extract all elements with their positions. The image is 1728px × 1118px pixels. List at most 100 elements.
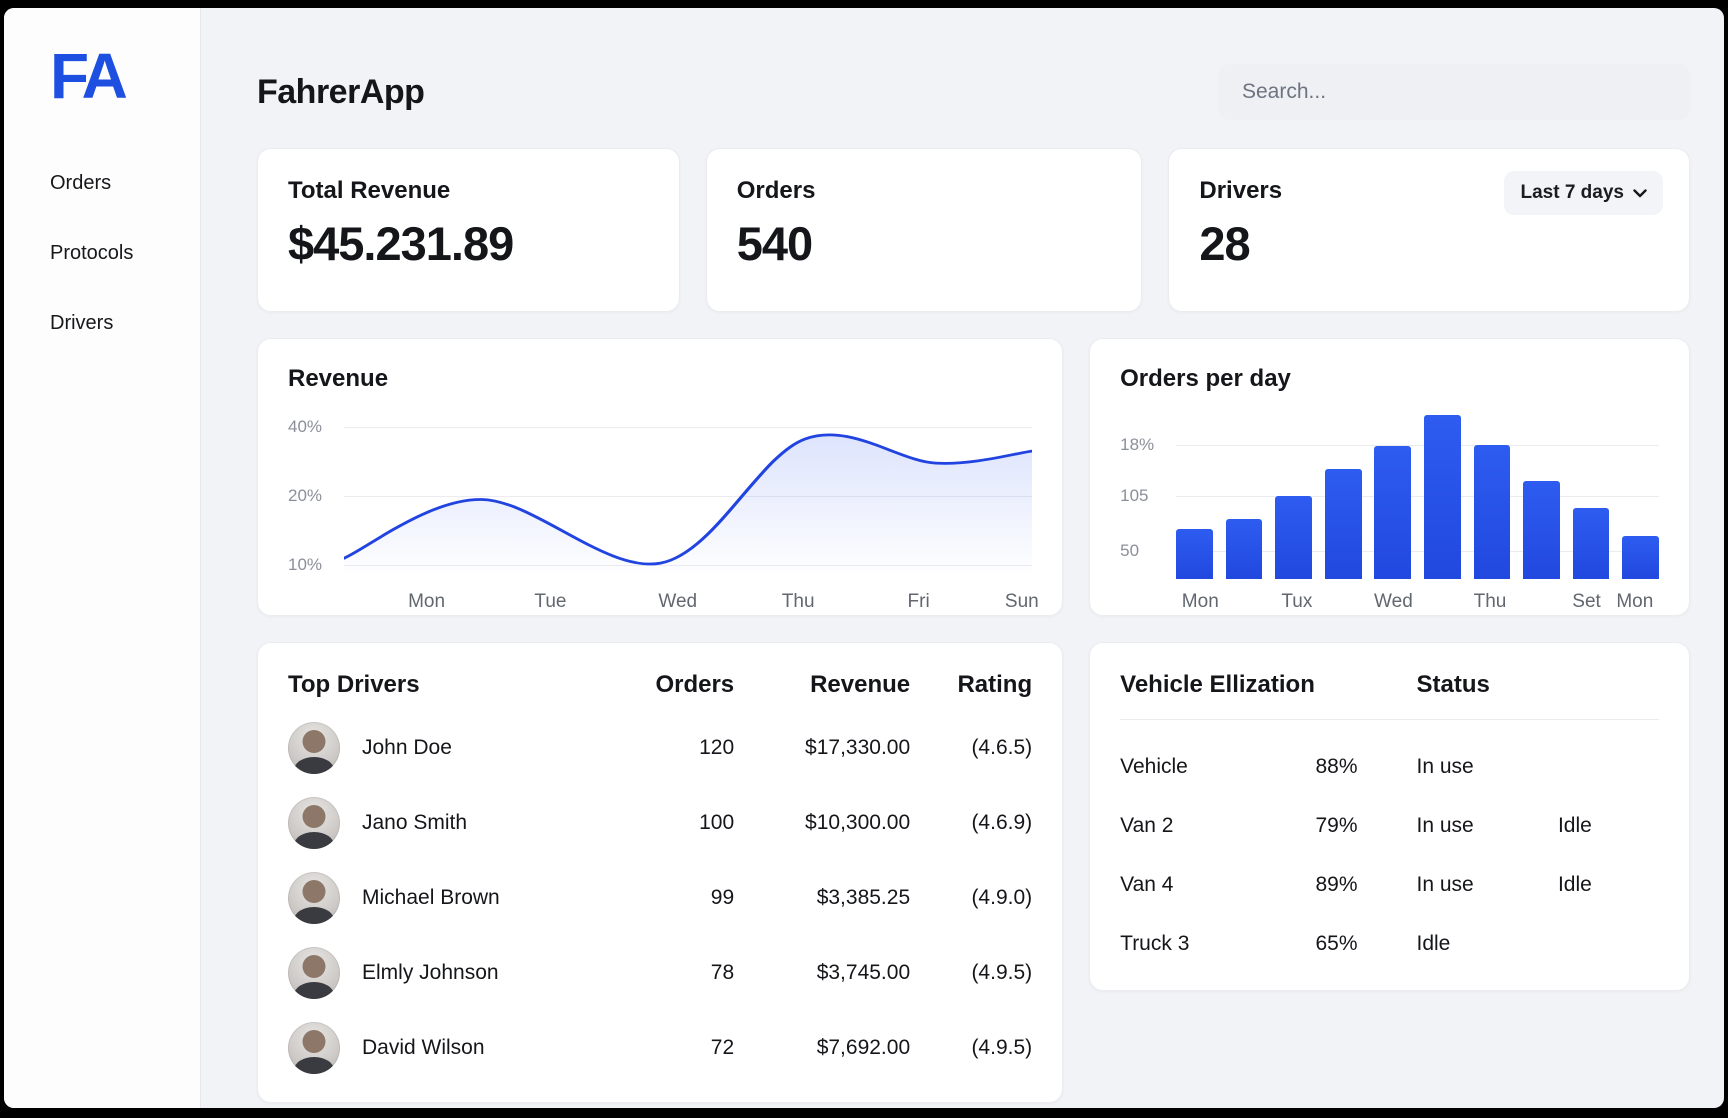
driver-revenue: $10,300.00 — [805, 811, 911, 834]
vehicle-status-secondary: Idle — [1557, 814, 1592, 837]
gridline — [344, 426, 1033, 428]
vehicles-title: Vehicle Ellization — [1120, 671, 1315, 698]
y-tick-label: 40% — [288, 416, 323, 436]
top-drivers-header: Top Drivers Orders Revenue Rating — [288, 671, 1032, 699]
driver-revenue: $3,745.00 — [816, 961, 911, 984]
column-header-orders: Orders — [655, 671, 735, 698]
stat-value: 540 — [736, 217, 813, 270]
x-axis-label: Thu — [781, 591, 815, 612]
y-tick-label: 20% — [288, 486, 323, 505]
column-header-status: Status — [1416, 671, 1490, 698]
stats-row: Total Revenue $45.231.89 Orders 540 Driv… — [257, 148, 1690, 312]
y-tick-label: 10% — [288, 555, 323, 575]
vehicle-name: Van 4 — [1120, 873, 1174, 896]
x-axis-label: Wed — [658, 591, 698, 612]
revenue-x-axis: Mon Tue Wed Thu Fri Sun — [344, 591, 1039, 615]
chevron-down-icon — [1633, 188, 1647, 198]
orders-y-axis: 18% 105 50 — [1120, 413, 1176, 579]
vehicle-name: Van 2 — [1120, 814, 1174, 837]
table-row: Van 4 89% In use Idle — [1120, 873, 1659, 897]
x-axis-label: Tue — [534, 591, 567, 612]
orders-bar — [1324, 469, 1362, 579]
sidebar-item-protocols[interactable]: Protocols — [50, 242, 134, 264]
table-row: Jano Smith 100 $10,300.00 (4.6.9) — [288, 797, 1032, 849]
driver-avatar — [288, 797, 340, 849]
vehicle-status: In use — [1416, 873, 1474, 896]
sidebar-item-drivers[interactable]: Drivers — [50, 312, 114, 334]
vehicles-header: Vehicle Ellization Status — [1120, 671, 1659, 720]
revenue-line-path — [344, 433, 1033, 566]
x-axis-label: Tux — [1281, 591, 1313, 612]
driver-name: David Wilson — [362, 1036, 485, 1059]
stat-label: Orders — [736, 177, 816, 204]
column-header-rating: Rating — [957, 671, 1033, 698]
vehicle-utilization: 79% — [1315, 814, 1358, 837]
orders-bar — [1423, 414, 1461, 579]
stat-value: 28 — [1199, 217, 1250, 270]
driver-revenue: $7,692.00 — [816, 1036, 911, 1059]
stat-card-drivers: Drivers 28 Last 7 days — [1168, 148, 1690, 312]
y-tick-label: 18% — [1120, 434, 1155, 454]
driver-name-cell: David Wilson — [288, 1022, 634, 1074]
revenue-plot-area: Mon Tue Wed Thu Fri Sun — [344, 413, 1039, 612]
stat-label: Total Revenue — [288, 177, 451, 204]
vehicle-status: In use — [1416, 755, 1474, 778]
x-axis-label: Wed — [1374, 591, 1413, 612]
orders-plot-area: Mon Tux Wed Thu Set Mon — [1176, 413, 1659, 612]
table-row: Vehicle 88% In use — [1120, 755, 1659, 779]
driver-revenue: $17,330.00 — [805, 736, 911, 759]
revenue-line-svg — [344, 433, 1033, 579]
revenue-y-axis: 40% 20% 10% — [288, 413, 344, 579]
orders-bar — [1622, 535, 1659, 579]
stat-value: $45.231.89 — [288, 217, 514, 270]
app-logo: FA — [50, 40, 128, 112]
vehicle-status: In use — [1416, 814, 1474, 837]
stat-card-orders: Orders 540 — [705, 148, 1143, 312]
orders-bar — [1176, 529, 1213, 579]
page-title: FahrerApp — [257, 72, 425, 111]
gridline — [1176, 444, 1659, 446]
orders-x-axis: Mon Tux Wed Thu Set Mon — [1176, 591, 1659, 615]
driver-name-cell: Elmly Johnson — [288, 947, 634, 999]
table-row: David Wilson 72 $7,692.00 (4.9.5) — [288, 1022, 1032, 1074]
orders-bar-chart: 18% 105 50 Mon Tux Wed Thu Set Mon — [1120, 413, 1659, 612]
vehicles-card: Vehicle Ellization Status Vehicle 88% In u… — [1089, 642, 1690, 991]
driver-name: Michael Brown — [362, 886, 500, 909]
driver-rating: (4.9.5) — [971, 1036, 1033, 1059]
vehicle-name: Vehicle — [1120, 755, 1188, 778]
driver-name-cell: Michael Brown — [288, 872, 634, 924]
revenue-chart-card: Revenue 40% 20% 10% — [257, 338, 1064, 616]
driver-orders: 99 — [710, 886, 735, 909]
x-axis-label: Fri — [907, 591, 930, 612]
table-row: Truck 3 65% Idle — [1120, 932, 1659, 956]
driver-avatar — [288, 722, 340, 774]
date-range-dropdown[interactable]: Last 7 days — [1504, 171, 1663, 215]
driver-rating: (4.6.9) — [971, 811, 1033, 834]
driver-orders: 78 — [710, 961, 735, 984]
top-drivers-rows: John Doe 120 $17,330.00 (4.6.5) Jano Smith 10… — [288, 722, 1032, 1074]
main-content: FahrerApp Total Revenue $45.231.89 Order… — [201, 8, 1724, 1108]
driver-rating: (4.9.0) — [971, 886, 1033, 909]
x-axis-label: Set — [1572, 591, 1601, 612]
driver-revenue: $3,385.25 — [816, 886, 911, 909]
revenue-line-chart: 40% 20% 10% Mon Tue Wed — [288, 413, 1039, 612]
top-drivers-card: Top Drivers Orders Revenue Rating John D… — [257, 642, 1064, 1103]
x-axis-label: Thu — [1473, 591, 1507, 612]
search-input[interactable] — [1218, 64, 1690, 120]
gridline — [1176, 496, 1659, 497]
revenue-area-fill — [344, 434, 1033, 579]
driver-orders: 72 — [710, 1036, 735, 1059]
table-row: Elmly Johnson 78 $3,745.00 (4.9.5) — [288, 947, 1032, 999]
tables-row: Top Drivers Orders Revenue Rating John D… — [257, 642, 1690, 1103]
orders-bars — [1176, 413, 1659, 579]
driver-name-cell: John Doe — [288, 722, 634, 774]
orders-bar — [1225, 519, 1263, 579]
driver-name: Jano Smith — [362, 811, 468, 834]
sidebar-item-orders[interactable]: Orders — [50, 172, 112, 194]
x-axis-label: Sun — [1004, 591, 1039, 612]
driver-avatar — [288, 1022, 340, 1074]
table-row: Michael Brown 99 $3,385.25 (4.9.0) — [288, 872, 1032, 924]
orders-chart-card: Orders per day 18% 105 50 Mon Tux Wed Thu Set M… — [1089, 338, 1690, 616]
driver-orders: 120 — [699, 736, 735, 759]
driver-rating: (4.6.5) — [971, 736, 1033, 759]
